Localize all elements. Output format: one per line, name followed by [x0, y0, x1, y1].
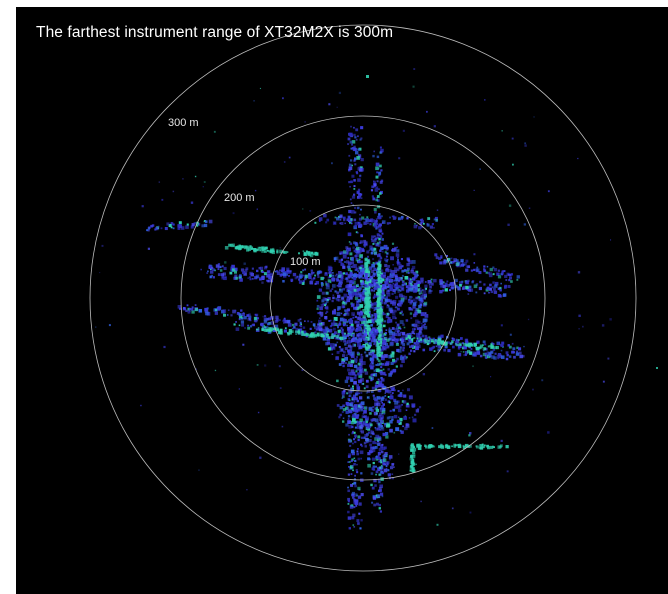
point-cloud — [95, 68, 658, 530]
range-label-100: 100 m — [290, 256, 321, 268]
range-ring-100 — [269, 204, 457, 392]
point-cloud-canvas — [89, 24, 658, 572]
range-ring-200 — [180, 115, 546, 481]
caption-title: The farthest instrument range of XT32M2X… — [36, 24, 394, 41]
range-label-300: 300 m — [168, 117, 199, 129]
range-label-200: 200 m — [224, 192, 255, 204]
lidar-point-cloud-view: The farthest instrument range of XT32M2X… — [16, 7, 668, 594]
range-ring-300 — [89, 24, 637, 572]
